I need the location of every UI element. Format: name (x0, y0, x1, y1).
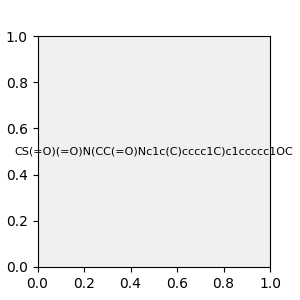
Text: CS(=O)(=O)N(CC(=O)Nc1c(C)cccc1C)c1ccccc1OC: CS(=O)(=O)N(CC(=O)Nc1c(C)cccc1C)c1ccccc1… (14, 146, 293, 157)
